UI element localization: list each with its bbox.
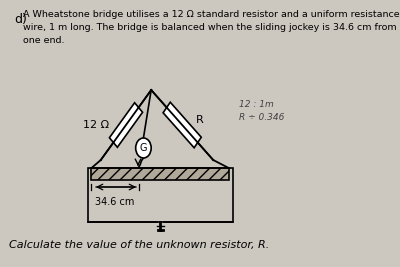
Bar [88, 168, 232, 222]
Text: d): d) [14, 13, 27, 26]
Text: R: R [196, 115, 204, 125]
Text: 12 : 1m: 12 : 1m [239, 100, 274, 109]
Text: G: G [140, 143, 147, 153]
Bar [92, 168, 229, 180]
Text: 34.6 cm: 34.6 cm [95, 197, 135, 207]
Text: A Wheatstone bridge utilises a 12 Ω standard resistor and a uniform resistance: A Wheatstone bridge utilises a 12 Ω stan… [23, 10, 400, 19]
Text: Calculate the value of the unknown resistor, R.: Calculate the value of the unknown resis… [9, 240, 270, 250]
Polygon shape [110, 103, 142, 147]
Text: wire, 1 m long. The bridge is balanced when the sliding jockey is 34.6 cm from: wire, 1 m long. The bridge is balanced w… [23, 23, 397, 32]
Polygon shape [163, 102, 201, 148]
Text: R ÷ 0.346: R ÷ 0.346 [239, 113, 284, 122]
Text: one end.: one end. [23, 36, 65, 45]
Text: 12 Ω: 12 Ω [83, 120, 109, 130]
Circle shape [136, 138, 151, 158]
